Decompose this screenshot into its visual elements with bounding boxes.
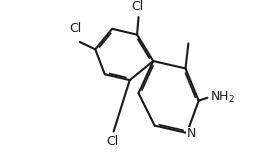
Text: NH$_2$: NH$_2$ bbox=[210, 90, 235, 105]
Text: N: N bbox=[187, 127, 196, 140]
Text: Cl: Cl bbox=[70, 22, 82, 35]
Text: Cl: Cl bbox=[106, 135, 118, 148]
Text: Cl: Cl bbox=[131, 0, 143, 13]
